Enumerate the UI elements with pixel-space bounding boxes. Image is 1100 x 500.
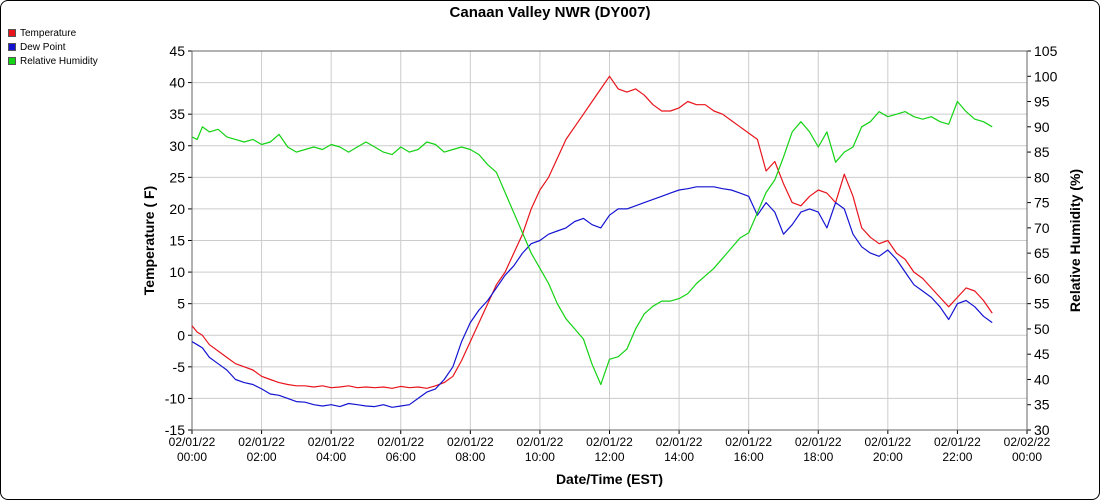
x-tick-time-label: 20:00 [873,450,903,464]
x-tick-time-label: 02:00 [247,450,277,464]
y-right-tick-label: 90 [1034,119,1050,135]
x-tick-date-label: 02/01/22 [447,435,494,449]
x-tick-date-label: 02/01/22 [169,435,216,449]
x-tick-time-label: 14:00 [664,450,694,464]
y-right-axis-title: Relative Humidity (%) [1067,169,1083,312]
x-tick-time-label: 08:00 [455,450,485,464]
y-right-tick-label: 105 [1034,43,1058,59]
y-right-tick-label: 35 [1034,397,1050,413]
y-left-tick-label: 10 [169,264,185,280]
legend-item-temperature: Temperature [8,28,98,42]
x-tick-date-label: 02/01/22 [725,435,772,449]
plot-border [191,50,1028,431]
y-right-tick-label: 70 [1034,220,1050,236]
series-line-dew-point [191,186,993,408]
legend-item-dew-point: Dew Point [8,42,98,56]
y-left-tick-label: -5 [173,359,186,375]
x-tick-date-label: 02/01/22 [377,435,424,449]
y-left-tick-label: 40 [169,75,185,91]
y-right-tick-label: 80 [1034,169,1050,185]
x-tick-date-label: 02/01/22 [934,435,981,449]
x-tick-date-label: 02/01/22 [308,435,355,449]
y-right-tick-label: 60 [1034,270,1050,286]
legend-swatch-dew-point [8,43,16,51]
y-right-tick-label: 85 [1034,144,1050,160]
x-tick-time-label: 18:00 [803,450,833,464]
y-right-tick-label: 95 [1034,94,1050,110]
legend-swatch-temperature [8,29,16,37]
legend-label-temperature: Temperature [20,28,77,39]
y-right-tick-label: 50 [1034,321,1050,337]
legend-swatch-relative-humidity [8,57,16,65]
x-tick-date-label: 02/01/22 [864,435,911,449]
x-tick-time-label: 16:00 [734,450,764,464]
x-axis-title: Date/Time (EST) [556,471,663,487]
y-right-tick-label: 65 [1034,245,1050,261]
y-left-tick-label: 0 [177,327,185,343]
x-tick-time-label: 22:00 [942,450,972,464]
chart-legend: Temperature Dew Point Relative Humidity [8,28,98,70]
legend-item-relative-humidity: Relative Humidity [8,56,98,70]
x-tick-time-label: 10:00 [525,450,555,464]
x-tick-time-label: 06:00 [386,450,416,464]
legend-label-relative-humidity: Relative Humidity [20,56,98,67]
x-tick-time-label: 04:00 [316,450,346,464]
x-tick-date-label: 02/01/22 [517,435,564,449]
x-tick-date-label: 02/01/22 [656,435,703,449]
y-right-tick-label: 40 [1034,371,1050,387]
y-left-axis-title: Temperature ( F) [141,186,157,295]
legend-label-dew-point: Dew Point [20,42,66,53]
y-left-tick-label: 30 [169,138,185,154]
series-line-relative-humidity [191,100,993,386]
x-tick-time-label: 12:00 [594,450,624,464]
y-right-tick-label: 100 [1034,68,1058,84]
y-left-tick-label: -10 [165,390,185,406]
y-left-tick-label: 20 [169,201,185,217]
y-left-tick-label: 35 [169,106,185,122]
x-tick-time-label: 00:00 [177,450,207,464]
y-right-tick-label: 75 [1034,195,1050,211]
x-tick-date-label: 02/01/22 [586,435,633,449]
y-left-tick-label: 15 [169,233,185,249]
x-tick-date-label: 02/02/22 [1004,435,1051,449]
y-left-tick-label: 45 [169,43,185,59]
y-right-tick-label: 45 [1034,346,1050,362]
y-left-tick-label: 5 [177,296,185,312]
y-right-tick-label: 30 [1034,422,1050,438]
y-left-tick-label: 25 [169,169,185,185]
series-line-temperature [191,75,993,389]
x-tick-date-label: 02/01/22 [238,435,285,449]
y-left-tick-label: -15 [165,422,185,438]
x-tick-date-label: 02/01/22 [795,435,842,449]
x-tick-time-label: 00:00 [1012,450,1042,464]
y-right-tick-label: 55 [1034,296,1050,312]
chart-title: Canaan Valley NWR (DY007) [449,4,651,21]
